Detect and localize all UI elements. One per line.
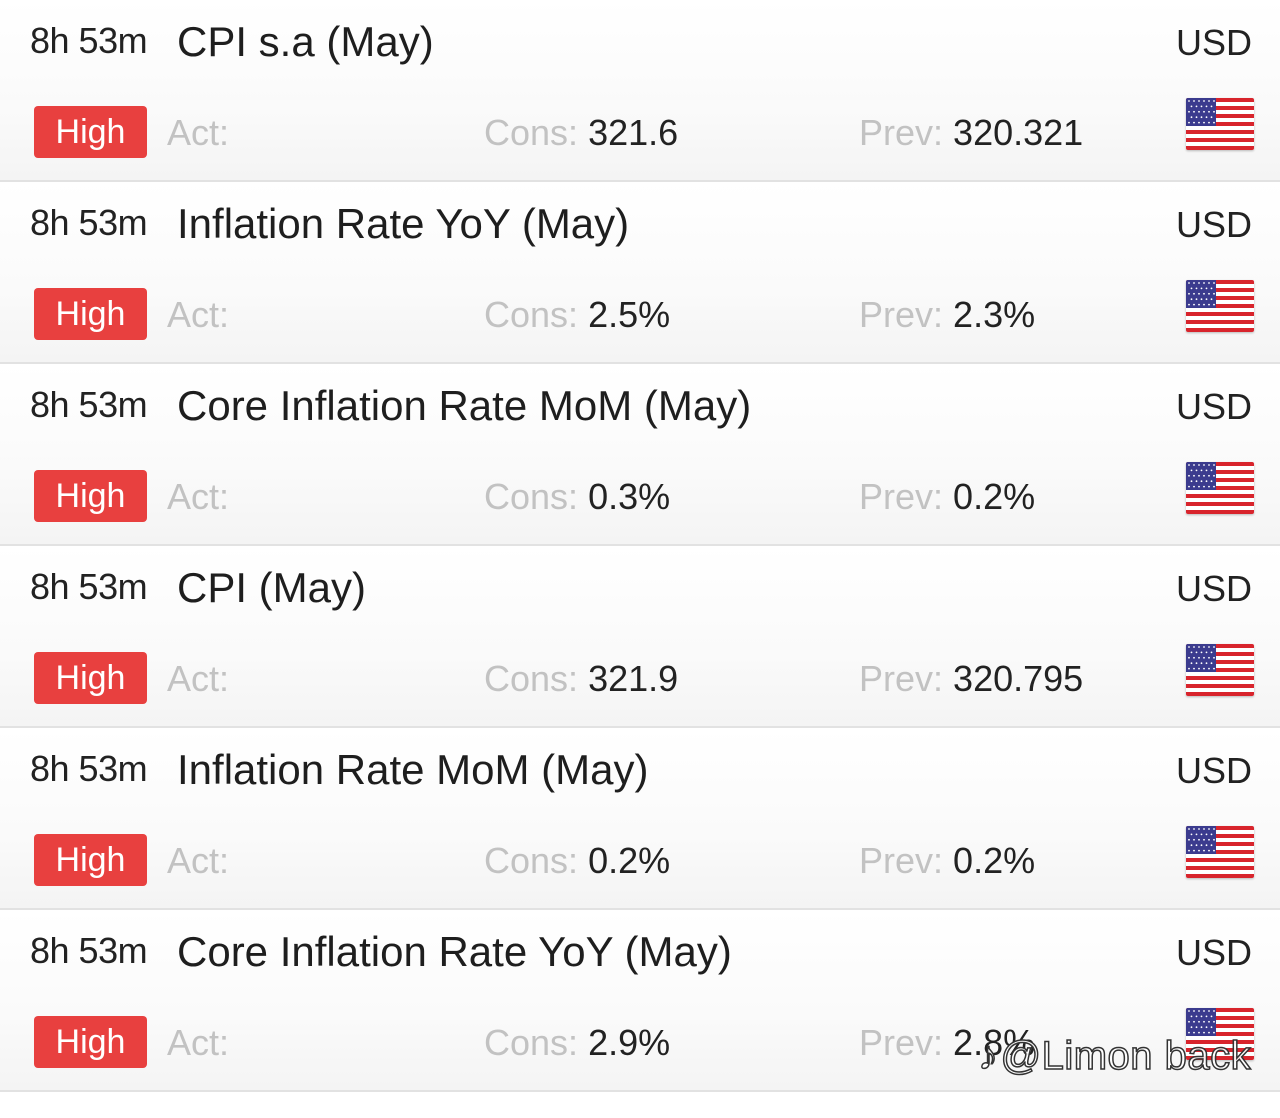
actual-field: Act:: [167, 112, 229, 154]
previous-field: Prev: 2.3%: [859, 294, 1035, 336]
tiktok-icon: ♪: [977, 1033, 999, 1079]
actual-label: Act:: [167, 294, 230, 335]
previous-value: 2.3%: [953, 294, 1036, 335]
actual-label: Act:: [167, 840, 230, 881]
event-title: Core Inflation Rate YoY (May): [177, 928, 732, 975]
economic-calendar-list: 8h 53m CPI s.a (May) USD High Act: Cons:…: [0, 0, 1280, 1092]
event-title: CPI (May): [177, 564, 366, 611]
event-time: 8h 53m: [30, 748, 148, 789]
impact-badge: High: [34, 652, 147, 704]
previous-value: 0.2%: [953, 840, 1036, 881]
previous-label: Prev:: [859, 476, 944, 517]
previous-value: 320.321: [953, 112, 1084, 153]
event-row[interactable]: 8h 53m CPI (May) USD High Act: Cons: 321…: [0, 546, 1280, 728]
previous-field: Prev: 0.2%: [859, 476, 1035, 518]
consensus-field: Cons: 2.9%: [484, 1022, 670, 1064]
previous-value: 0.2%: [953, 476, 1036, 517]
actual-label: Act:: [167, 476, 230, 517]
event-currency: USD: [1175, 932, 1252, 973]
event-time: 8h 53m: [30, 202, 148, 243]
event-row[interactable]: 8h 53m Inflation Rate YoY (May) USD High…: [0, 182, 1280, 364]
previous-field: Prev: 320.795: [859, 658, 1083, 700]
previous-value: 2.8%: [953, 1022, 1036, 1063]
event-currency: USD: [1175, 22, 1252, 63]
event-row[interactable]: 8h 53m CPI s.a (May) USD High Act: Cons:…: [0, 0, 1280, 182]
previous-label: Prev:: [859, 658, 944, 699]
event-row[interactable]: 8h 53m Core Inflation Rate MoM (May) USD…: [0, 364, 1280, 546]
event-time: 8h 53m: [30, 20, 148, 61]
us-flag-icon: [1186, 1008, 1254, 1060]
consensus-value: 0.3%: [588, 476, 671, 517]
us-flag-icon: [1186, 826, 1254, 878]
previous-label: Prev:: [859, 112, 944, 153]
event-time: 8h 53m: [30, 930, 148, 971]
actual-label: Act:: [167, 112, 230, 153]
event-currency: USD: [1175, 204, 1252, 245]
event-currency: USD: [1175, 386, 1252, 427]
actual-field: Act:: [167, 840, 229, 882]
previous-label: Prev:: [859, 840, 944, 881]
impact-badge: High: [34, 106, 147, 158]
consensus-field: Cons: 0.3%: [484, 476, 670, 518]
consensus-value: 321.9: [588, 658, 679, 699]
consensus-label: Cons:: [484, 294, 579, 335]
consensus-label: Cons:: [484, 658, 579, 699]
previous-label: Prev:: [859, 1022, 944, 1063]
event-time: 8h 53m: [30, 384, 148, 425]
event-title: Inflation Rate YoY (May): [177, 200, 630, 247]
actual-field: Act:: [167, 1022, 229, 1064]
actual-field: Act:: [167, 658, 229, 700]
event-currency: USD: [1175, 750, 1252, 791]
actual-label: Act:: [167, 1022, 230, 1063]
event-row[interactable]: 8h 53m Inflation Rate MoM (May) USD High…: [0, 728, 1280, 910]
actual-field: Act:: [167, 294, 229, 336]
previous-field: Prev: 0.2%: [859, 840, 1035, 882]
watermark-text: @Limon back: [1000, 1033, 1252, 1079]
watermark: ♪@Limon back: [977, 1033, 1252, 1079]
previous-value: 320.795: [953, 658, 1084, 699]
actual-label: Act:: [167, 658, 230, 699]
event-currency: USD: [1175, 568, 1252, 609]
event-title: CPI s.a (May): [177, 18, 434, 65]
consensus-field: Cons: 321.9: [484, 658, 678, 700]
previous-field: Prev: 2.8%: [859, 1022, 1035, 1064]
consensus-field: Cons: 321.6: [484, 112, 678, 154]
consensus-value: 2.9%: [588, 1022, 671, 1063]
consensus-label: Cons:: [484, 1022, 579, 1063]
us-flag-icon: [1186, 462, 1254, 514]
actual-field: Act:: [167, 476, 229, 518]
event-time: 8h 53m: [30, 566, 148, 607]
us-flag-icon: [1186, 280, 1254, 332]
event-title: Core Inflation Rate MoM (May): [177, 382, 752, 429]
impact-badge: High: [34, 288, 147, 340]
us-flag-icon: [1186, 98, 1254, 150]
us-flag-icon: [1186, 644, 1254, 696]
consensus-value: 2.5%: [588, 294, 671, 335]
consensus-label: Cons:: [484, 112, 579, 153]
consensus-value: 0.2%: [588, 840, 671, 881]
previous-field: Prev: 320.321: [859, 112, 1083, 154]
consensus-field: Cons: 0.2%: [484, 840, 670, 882]
consensus-label: Cons:: [484, 476, 579, 517]
impact-badge: High: [34, 1016, 147, 1068]
impact-badge: High: [34, 470, 147, 522]
event-title: Inflation Rate MoM (May): [177, 746, 649, 793]
event-row[interactable]: 8h 53m Core Inflation Rate YoY (May) USD…: [0, 910, 1280, 1092]
impact-badge: High: [34, 834, 147, 886]
previous-label: Prev:: [859, 294, 944, 335]
consensus-label: Cons:: [484, 840, 579, 881]
consensus-field: Cons: 2.5%: [484, 294, 670, 336]
consensus-value: 321.6: [588, 112, 679, 153]
